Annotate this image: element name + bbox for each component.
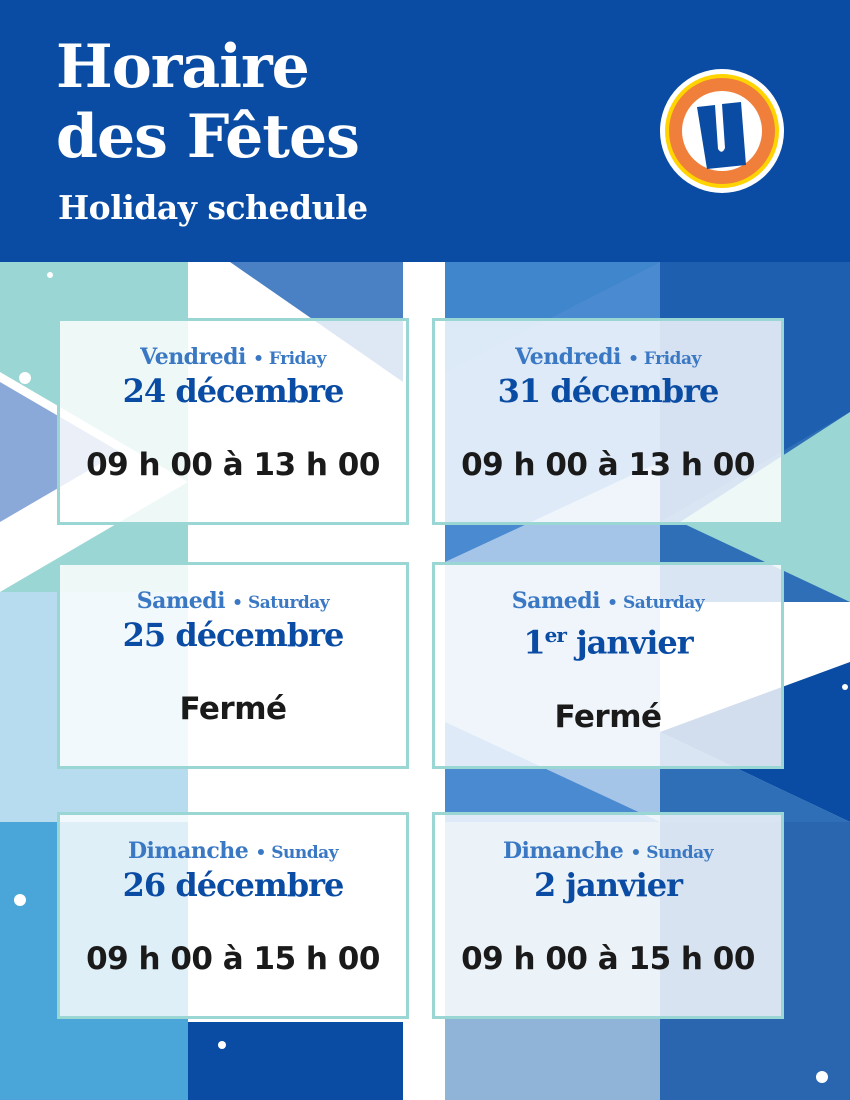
- separator: •: [232, 593, 243, 613]
- date-day: 1: [523, 623, 545, 662]
- day-french: Vendredi: [515, 344, 621, 370]
- separator: •: [628, 349, 639, 369]
- separator: •: [253, 349, 264, 369]
- page-title: Horaire des Fêtes: [56, 32, 360, 172]
- day-french: Dimanche: [127, 838, 249, 864]
- header: Horaire des Fêtes Holiday schedule: [0, 0, 850, 262]
- day-english: Friday: [268, 349, 326, 369]
- day-english: Sunday: [271, 843, 339, 863]
- day-english: Friday: [643, 349, 701, 369]
- day-french: Dimanche: [502, 838, 624, 864]
- date: 24 décembre: [122, 372, 345, 410]
- schedule-card-jan-1: Samedi • Saturday 1er janvier Fermé: [432, 562, 784, 769]
- date: 2 janvier: [534, 866, 683, 904]
- date-month: janvier: [565, 623, 694, 662]
- separator: •: [630, 843, 641, 863]
- schedule-card-dec-26: Dimanche • Sunday 26 décembre 09 h 00 à …: [57, 812, 409, 1019]
- hours: 09 h 00 à 13 h 00: [461, 447, 755, 483]
- hours: 09 h 00 à 15 h 00: [86, 941, 380, 977]
- title-line-1: Horaire: [56, 32, 310, 102]
- day-english: Saturday: [622, 593, 705, 613]
- schedule-card-dec-25: Samedi • Saturday 25 décembre Fermé: [57, 562, 409, 769]
- date: 25 décembre: [122, 616, 345, 654]
- day-french: Samedi: [511, 588, 601, 614]
- schedule-card-jan-2: Dimanche • Sunday 2 janvier 09 h 00 à 15…: [432, 812, 784, 1019]
- schedule-card-dec-24: Vendredi • Friday 24 décembre 09 h 00 à …: [57, 318, 409, 525]
- day-french: Samedi: [136, 588, 226, 614]
- hours: 09 h 00 à 15 h 00: [461, 941, 755, 977]
- date: 31 décembre: [497, 372, 720, 410]
- date-ordinal: er: [544, 623, 567, 647]
- day-french: Vendredi: [140, 344, 246, 370]
- title-line-2: des Fêtes: [56, 102, 360, 172]
- hours: Fermé: [554, 698, 662, 735]
- hours: 09 h 00 à 13 h 00: [86, 447, 380, 483]
- page-subtitle: Holiday schedule: [58, 188, 368, 227]
- separator: •: [607, 593, 618, 613]
- brand-logo-icon: [660, 69, 784, 193]
- schedule-card-dec-31: Vendredi • Friday 31 décembre 09 h 00 à …: [432, 318, 784, 525]
- day-english: Saturday: [247, 593, 330, 613]
- day-english: Sunday: [646, 843, 714, 863]
- hours: Fermé: [179, 691, 287, 727]
- date: 26 décembre: [122, 866, 345, 904]
- separator: •: [255, 843, 266, 863]
- date: 1er janvier: [435, 617, 781, 661]
